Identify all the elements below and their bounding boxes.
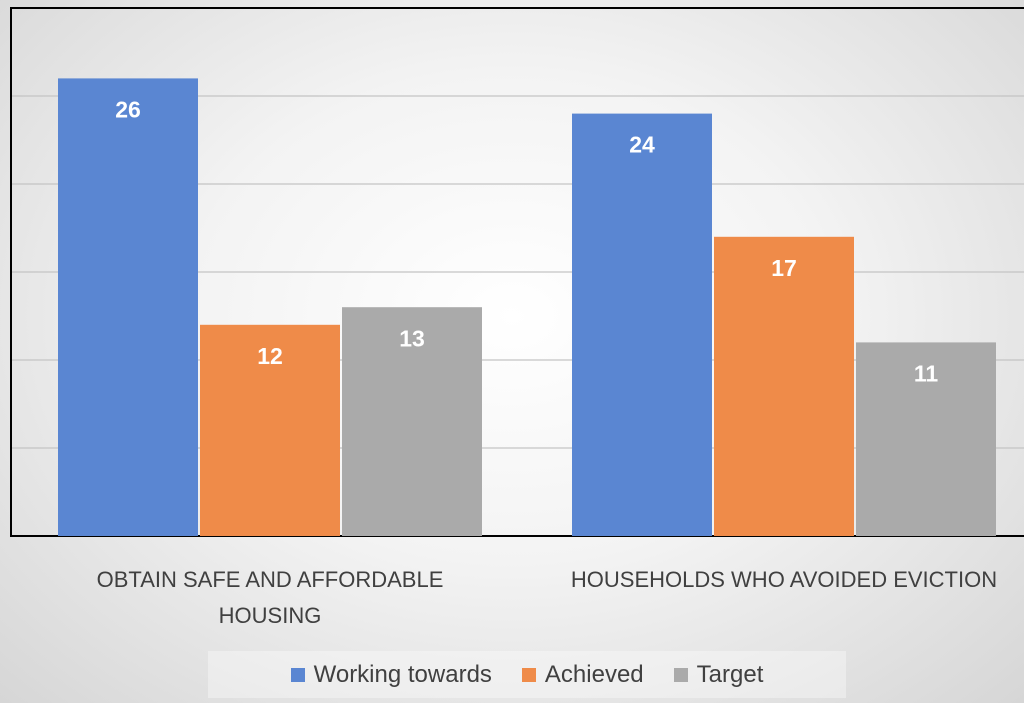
legend-label: Working towards (313, 660, 492, 688)
bar (58, 78, 198, 537)
legend-swatch (673, 667, 688, 682)
legend-item: Achieved (521, 660, 644, 689)
legend-item: Target (673, 660, 764, 689)
data-label: 17 (771, 255, 797, 281)
bar (572, 113, 712, 536)
data-label: 26 (115, 96, 141, 122)
legend-swatch (290, 667, 305, 682)
legend-label: Achieved (544, 660, 644, 688)
data-label: 12 (257, 343, 283, 369)
legend-item: Working towards (290, 660, 492, 689)
bar (856, 342, 996, 536)
x-tick-label: HOUSEHOLDS WHO AVOIDED EVICTION (570, 567, 998, 592)
data-label: 13 (399, 325, 425, 351)
legend-label: Target (696, 660, 764, 688)
data-label: 11 (914, 360, 939, 386)
data-label: 24 (629, 132, 655, 158)
bar (342, 307, 482, 536)
legend-swatch (521, 667, 536, 682)
legend: Working towards Achieved Target (208, 651, 846, 698)
bar (200, 324, 340, 536)
bar (714, 236, 854, 537)
x-tick-label: OBTAIN SAFE AND AFFORDABLE HOUSING (96, 567, 444, 628)
